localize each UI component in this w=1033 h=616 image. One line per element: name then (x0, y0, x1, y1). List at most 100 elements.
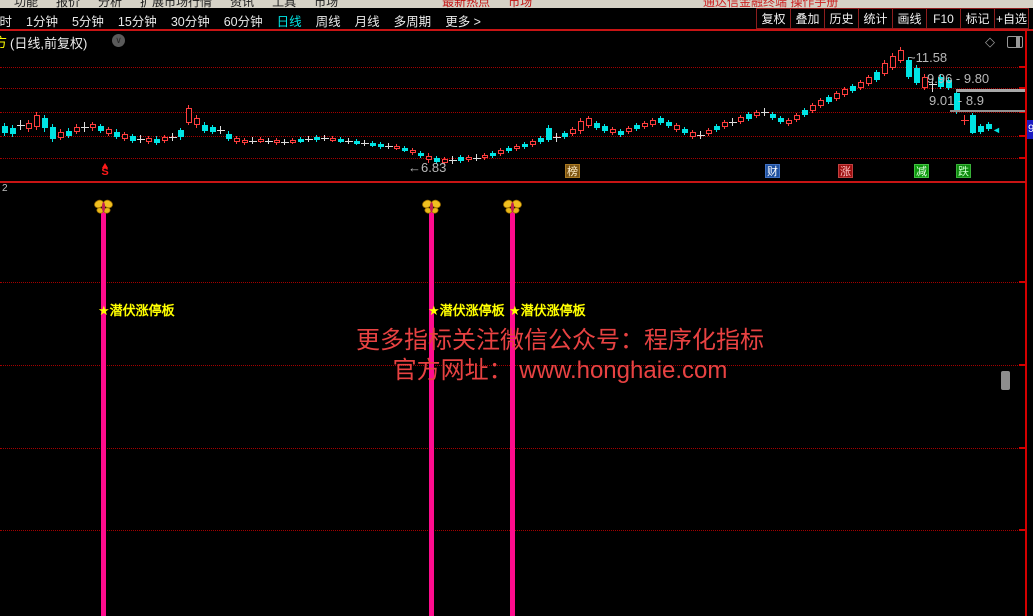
candle (570, 129, 576, 134)
candle-doji (281, 142, 289, 143)
button-画线[interactable]: 画线 (892, 8, 927, 29)
candle (642, 123, 648, 127)
candle (314, 137, 320, 140)
candle (202, 125, 208, 131)
menu-item[interactable]: 工具 (272, 0, 297, 8)
gap-band (956, 89, 1025, 92)
candle (746, 114, 752, 119)
period-5分钟[interactable]: 5分钟 (71, 15, 104, 29)
candle-wick (476, 154, 477, 161)
candle (690, 132, 696, 137)
candle (418, 153, 424, 156)
button-+自选[interactable]: +自选 (994, 8, 1029, 29)
candle (562, 133, 568, 137)
candle (546, 128, 552, 140)
button-复权[interactable]: 复权 (756, 8, 791, 29)
menu-item[interactable]: 扩展市场行情 (140, 0, 213, 8)
axis-tick (1019, 529, 1025, 531)
candle-doji (217, 130, 225, 131)
axis-tick (1019, 447, 1025, 449)
candle (530, 141, 536, 145)
candle (10, 128, 16, 134)
candle (594, 123, 600, 128)
period-fenshi-clipped[interactable]: 分时 (0, 15, 12, 27)
candle (738, 117, 744, 122)
period-日线[interactable]: 日线 (276, 15, 302, 29)
panel-divider[interactable] (0, 181, 1026, 183)
info-marker-涨[interactable]: 涨 (838, 164, 853, 178)
button-标记[interactable]: 标记 (960, 8, 995, 29)
candle (522, 144, 528, 147)
info-marker-财[interactable]: 财 (765, 164, 780, 178)
candle (466, 157, 472, 160)
candle-wick (252, 137, 253, 144)
candle (890, 56, 896, 68)
candle (722, 122, 728, 127)
candle (442, 159, 448, 163)
candle (354, 141, 360, 144)
candle (858, 82, 864, 88)
signal-label: ★潜伏涨停板 (98, 303, 175, 318)
candle (2, 126, 8, 133)
period-30分钟[interactable]: 30分钟 (170, 15, 210, 29)
period-15分钟[interactable]: 15分钟 (117, 15, 157, 29)
button-叠加[interactable]: 叠加 (790, 8, 825, 29)
candle-doji (249, 141, 257, 142)
candle (258, 139, 264, 142)
watermark: 更多指标关注微信公众号：程序化指标 官方网址： www.honghaie.com (330, 326, 790, 386)
button-历史[interactable]: 历史 (824, 8, 859, 29)
info-marker-跌[interactable]: 跌 (956, 164, 971, 178)
candle (706, 130, 712, 134)
watermark-line2: 官方网址： www.honghaie.com (392, 357, 728, 384)
menu-item-hot[interactable]: 最新热点 (442, 0, 491, 8)
menu-item[interactable]: 功能 (14, 0, 39, 8)
scrollbar-thumb[interactable] (1001, 371, 1010, 390)
axis-tick (1019, 364, 1025, 366)
axis-tick (1019, 66, 1025, 68)
period-1分钟[interactable]: 1分钟 (26, 15, 58, 29)
split-panel-icon[interactable] (1007, 36, 1023, 48)
candle-doji (729, 122, 737, 123)
candle (874, 72, 880, 80)
candle (922, 77, 928, 88)
sell-marker[interactable]: S (99, 163, 111, 178)
info-marker-榜[interactable]: 榜 (565, 164, 580, 178)
period-60分钟[interactable]: 60分钟 (223, 15, 263, 29)
candle (634, 125, 640, 129)
candle (978, 126, 984, 132)
axis-tick (1019, 87, 1025, 89)
candle (114, 132, 120, 137)
menu-item[interactable]: 分析 (98, 0, 123, 8)
candle (682, 129, 688, 133)
candle (986, 124, 992, 129)
candle (378, 144, 384, 147)
period-多周期[interactable]: 多周期 (393, 15, 432, 29)
menu-item[interactable]: 资讯 (230, 0, 255, 8)
menu-item[interactable]: 报价 (56, 0, 81, 8)
period-周线[interactable]: 周线 (315, 15, 341, 29)
period-更多 >[interactable]: 更多 > (445, 15, 481, 29)
axis-tick (1019, 135, 1025, 137)
watermark-line1: 更多指标关注微信公众号：程序化指标 (356, 327, 764, 354)
candle (914, 68, 920, 83)
gap-label: 9.96 - 9.80 (927, 71, 990, 86)
candle (626, 128, 632, 132)
candle (50, 127, 56, 139)
candle (786, 120, 792, 124)
menu-item-hot[interactable]: 市场 (508, 0, 533, 8)
period-月线[interactable]: 月线 (354, 15, 380, 29)
candle (770, 114, 776, 118)
candle-doji (305, 139, 313, 140)
info-marker-减[interactable]: 减 (914, 164, 929, 178)
candle-doji (361, 143, 369, 144)
diamond-icon[interactable]: ◇ (985, 34, 995, 49)
candle (178, 130, 184, 137)
candle (66, 131, 72, 136)
chevron-down-icon[interactable]: ∨ (112, 34, 125, 47)
signal-label: ★潜伏涨停板 (509, 303, 586, 318)
candle (610, 129, 616, 133)
button-F10[interactable]: F10 (926, 8, 961, 29)
menu-item[interactable]: 市场 (314, 0, 339, 8)
button-统计[interactable]: 统计 (858, 8, 893, 29)
